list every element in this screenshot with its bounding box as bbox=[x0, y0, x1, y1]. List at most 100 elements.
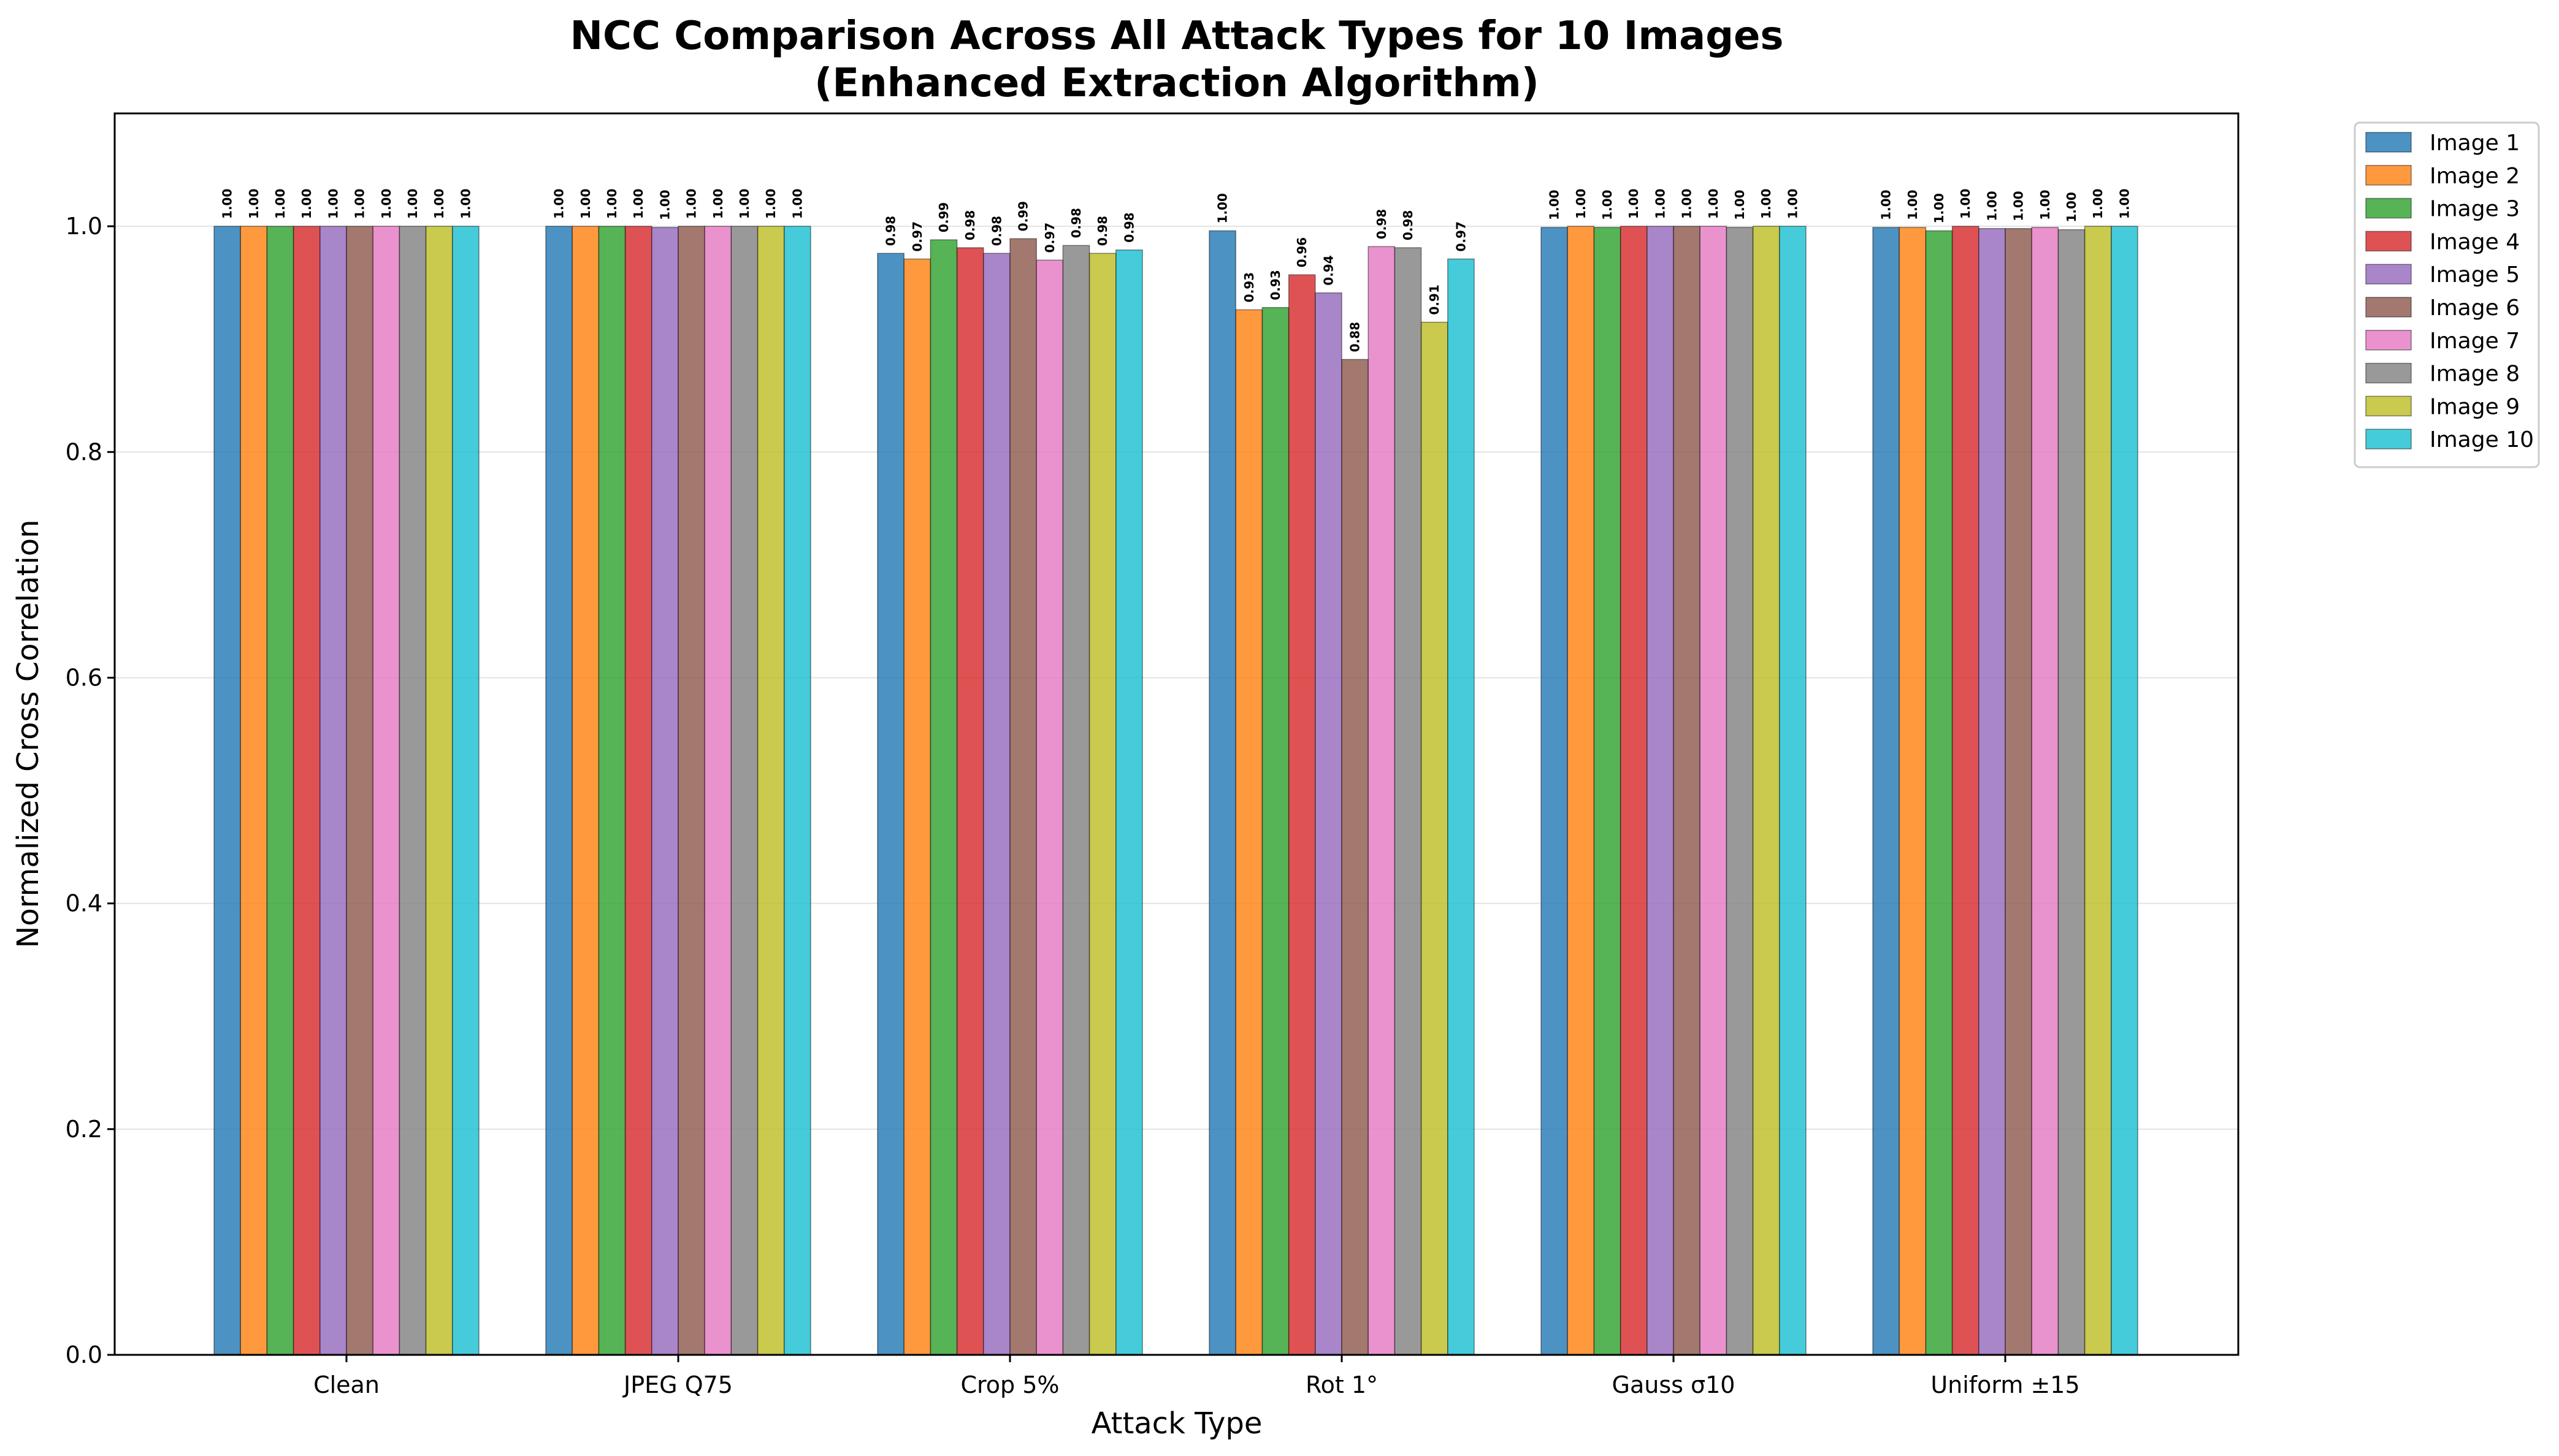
bar bbox=[545, 226, 573, 1355]
bar-value-label: 0.99 bbox=[936, 202, 951, 232]
bar bbox=[1209, 230, 1236, 1355]
bar bbox=[2057, 229, 2086, 1355]
bar-value-label: 0.98 bbox=[1374, 209, 1389, 239]
bar-value-label: 1.00 bbox=[2038, 190, 2052, 220]
bar bbox=[1540, 227, 1568, 1355]
bar-value-label: 1.00 bbox=[2011, 191, 2026, 221]
bar-value-label: 1.00 bbox=[405, 189, 420, 219]
legend-label: Image 8 bbox=[2430, 362, 2520, 387]
bar-value-label: 0.98 bbox=[1401, 210, 1415, 240]
legend-swatch bbox=[2365, 362, 2412, 384]
bar-value-label: 1.00 bbox=[1215, 193, 1230, 223]
bar bbox=[930, 239, 958, 1355]
bar-value-label: 1.00 bbox=[353, 189, 367, 219]
bar-value-label: 1.00 bbox=[605, 189, 619, 219]
bar bbox=[956, 247, 984, 1355]
bar-value-label: 0.98 bbox=[963, 210, 977, 240]
y-tick-label: 1.0 bbox=[66, 213, 102, 240]
bar bbox=[1341, 359, 1369, 1355]
x-tick-label: Clean bbox=[313, 1371, 380, 1398]
bar-value-label: 0.91 bbox=[1427, 284, 1442, 314]
bar-value-label: 0.98 bbox=[1069, 208, 1084, 238]
bar-value-label: 1.00 bbox=[1574, 189, 1588, 219]
bar-value-label: 0.93 bbox=[1268, 270, 1283, 300]
bar-value-label: 1.00 bbox=[379, 189, 394, 219]
bar bbox=[1726, 227, 1754, 1355]
bar-value-label: 1.00 bbox=[2090, 189, 2105, 219]
bar bbox=[1115, 250, 1143, 1355]
bar-value-label: 0.98 bbox=[989, 216, 1004, 246]
bar-value-label: 1.00 bbox=[657, 190, 672, 220]
bar-value-label: 1.00 bbox=[1932, 193, 1946, 223]
bar bbox=[704, 226, 732, 1355]
bar bbox=[1009, 238, 1037, 1355]
bar bbox=[757, 226, 785, 1355]
bar-value-label: 1.00 bbox=[458, 189, 473, 219]
bar bbox=[1062, 245, 1090, 1355]
bar bbox=[1288, 274, 1316, 1355]
bar-value-label: 1.00 bbox=[299, 189, 314, 219]
bar-value-label: 1.00 bbox=[1706, 189, 1721, 219]
y-tick-label: 0.2 bbox=[66, 1116, 102, 1143]
x-axis-ticks: Clean JPEG Q75 Crop 5% Rot 1° Gauss σ10 Unifo… bbox=[313, 1355, 2080, 1398]
bar-value-label: 1.00 bbox=[1879, 190, 1894, 220]
bar-value-label: 1.00 bbox=[1759, 189, 1773, 219]
legend-label: Image 4 bbox=[2430, 229, 2520, 254]
legend-swatch bbox=[2365, 197, 2412, 219]
legend-label: Image 1 bbox=[2430, 131, 2520, 156]
legend-label: Image 6 bbox=[2430, 295, 2520, 321]
bar bbox=[1752, 226, 1780, 1355]
bar bbox=[1925, 230, 1953, 1355]
bar-value-label: 1.00 bbox=[552, 189, 567, 219]
bar bbox=[425, 226, 453, 1355]
bar-value-label: 1.00 bbox=[790, 189, 805, 219]
bar-value-label: 0.88 bbox=[1348, 322, 1363, 352]
bar bbox=[372, 226, 400, 1355]
y-tick-label: 0.8 bbox=[66, 438, 102, 465]
bar bbox=[2084, 226, 2112, 1355]
bar bbox=[730, 226, 759, 1355]
bar bbox=[2111, 226, 2138, 1355]
bar bbox=[983, 253, 1011, 1355]
y-tick-label: 0.6 bbox=[66, 664, 102, 691]
bar-value-label: 1.00 bbox=[711, 189, 725, 219]
legend-swatch bbox=[2365, 264, 2412, 284]
bar-value-label: 1.00 bbox=[737, 189, 752, 219]
y-tick-label: 0.0 bbox=[66, 1341, 102, 1368]
bar bbox=[678, 226, 705, 1355]
bar-value-label: 0.97 bbox=[1453, 221, 1468, 251]
bar-value-label: 1.00 bbox=[220, 189, 235, 219]
bar-value-label: 1.00 bbox=[326, 189, 340, 219]
bar-value-label: 1.00 bbox=[1653, 189, 1667, 219]
bar bbox=[1394, 247, 1422, 1355]
legend-swatch bbox=[2365, 132, 2412, 153]
bar bbox=[452, 226, 480, 1355]
legend-label: Image 7 bbox=[2430, 329, 2520, 354]
bar bbox=[651, 227, 679, 1355]
bar bbox=[319, 226, 347, 1355]
x-tick-label: Rot 1° bbox=[1306, 1371, 1378, 1398]
bar-value-label: 1.00 bbox=[1905, 190, 1920, 220]
x-axis-label: Attack Type bbox=[1092, 1406, 1263, 1441]
bar-value-labels: 1.00 1.00 1.00 1.00 1.00 1.00 1.00 1.00 1.00 1.00… bbox=[220, 189, 2132, 353]
x-tick-label: Gauss σ10 bbox=[1612, 1371, 1735, 1398]
bar bbox=[1647, 226, 1674, 1355]
bar bbox=[2031, 227, 2059, 1355]
bar bbox=[1872, 227, 1900, 1355]
bar bbox=[1447, 258, 1475, 1355]
bar-value-label: 1.00 bbox=[247, 189, 261, 219]
bar bbox=[293, 226, 321, 1355]
bar bbox=[1036, 259, 1064, 1355]
bar bbox=[2005, 228, 2032, 1355]
bar bbox=[784, 226, 811, 1355]
bar bbox=[1620, 226, 1648, 1355]
bar bbox=[1899, 227, 1927, 1355]
bar bbox=[624, 226, 652, 1355]
bar bbox=[1951, 226, 1979, 1355]
legend-swatch bbox=[2365, 330, 2412, 351]
bar bbox=[598, 226, 626, 1355]
bar-value-label: 1.00 bbox=[273, 189, 288, 219]
x-tick-label: JPEG Q75 bbox=[622, 1371, 733, 1398]
bar bbox=[213, 226, 241, 1355]
